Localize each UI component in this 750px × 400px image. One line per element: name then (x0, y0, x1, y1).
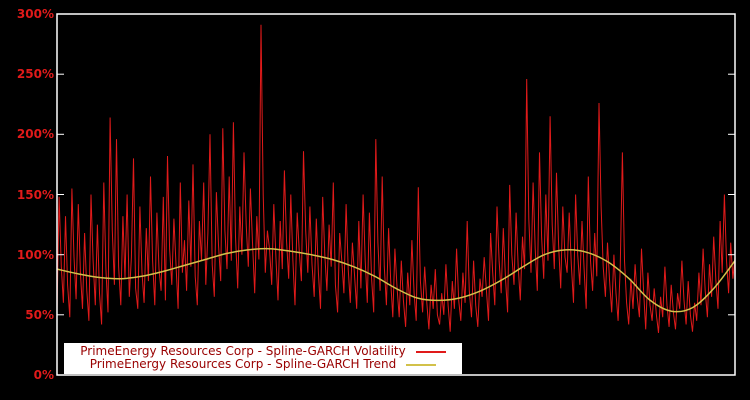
plot-border (56, 13, 736, 376)
y-tick-label: 150% (16, 187, 54, 202)
legend-label-volatility: PrimeEnergy Resources Corp - Spline-GARC… (80, 344, 406, 358)
volatility-series-line (56, 24, 736, 333)
legend-row-volatility: PrimeEnergy Resources Corp - Spline-GARC… (64, 345, 462, 358)
trend-line-sample (406, 363, 437, 366)
legend-row-trend: PrimeEnergy Resources Corp - Spline-GARC… (64, 358, 462, 371)
y-tick-label: 300% (16, 7, 54, 21)
legend-label-trend: PrimeEnergy Resources Corp - Spline-GARC… (89, 357, 397, 371)
y-tick-label: 250% (16, 67, 54, 82)
y-tick-label: 100% (16, 247, 54, 262)
y-tick-label: 200% (16, 127, 54, 142)
y-tick-label: 50% (25, 307, 54, 322)
y-tick-label: 0% (33, 368, 54, 382)
trend-series-line (56, 247, 736, 313)
volatility-line-sample (415, 350, 446, 353)
legend: PrimeEnergy Resources Corp - Spline-GARC… (64, 343, 462, 374)
